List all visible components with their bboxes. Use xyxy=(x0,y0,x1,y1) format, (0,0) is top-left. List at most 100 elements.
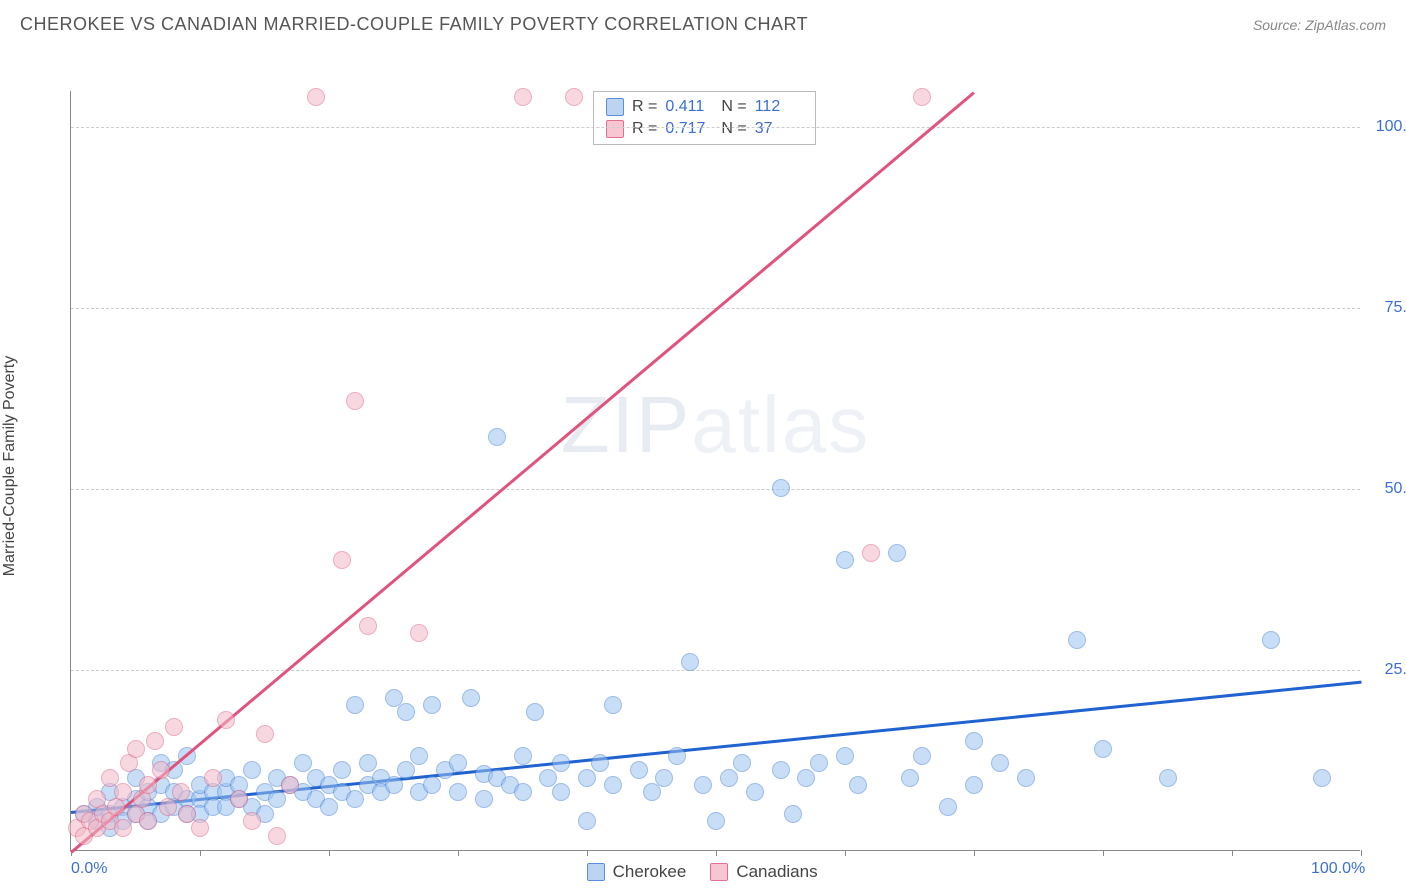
data-point-canadians xyxy=(346,392,364,410)
data-point-cherokee xyxy=(1017,769,1035,787)
data-point-cherokee xyxy=(720,769,738,787)
data-point-canadians xyxy=(139,812,157,830)
data-point-cherokee xyxy=(746,783,764,801)
data-point-cherokee xyxy=(939,798,957,816)
data-point-cherokee xyxy=(849,776,867,794)
y-tick-label: 25.0% xyxy=(1385,661,1406,679)
data-point-cherokee xyxy=(410,747,428,765)
data-point-cherokee xyxy=(552,754,570,772)
data-point-cherokee xyxy=(346,696,364,714)
correlation-legend-row: R = 0.411 N = 112 xyxy=(594,96,815,118)
data-point-canadians xyxy=(114,819,132,837)
trendline-canadians xyxy=(70,91,975,853)
legend-swatch xyxy=(710,863,728,881)
x-tick-label: 0.0% xyxy=(71,860,107,878)
legend-n-label: N = xyxy=(721,120,746,138)
data-point-cherokee xyxy=(784,805,802,823)
data-point-canadians xyxy=(165,718,183,736)
data-point-cherokee xyxy=(488,428,506,446)
data-point-cherokee xyxy=(604,776,622,794)
x-tick-mark xyxy=(845,850,846,856)
chart-title: CHEROKEE VS CANADIAN MARRIED-COUPLE FAMI… xyxy=(20,14,808,35)
legend-swatch xyxy=(606,98,624,116)
x-tick-mark xyxy=(329,850,330,856)
chart-container: Married-Couple Family Poverty ZIPatlas R… xyxy=(20,41,1386,891)
y-tick-label: 50.0% xyxy=(1385,480,1406,498)
data-point-cherokee xyxy=(668,747,686,765)
data-point-canadians xyxy=(146,732,164,750)
gridline-horizontal xyxy=(71,670,1360,671)
data-point-cherokee xyxy=(243,761,261,779)
data-point-cherokee xyxy=(733,754,751,772)
legend-swatch xyxy=(606,120,624,138)
x-tick-mark xyxy=(716,850,717,856)
gridline-horizontal xyxy=(71,489,1360,490)
data-point-canadians xyxy=(565,88,583,106)
data-point-cherokee xyxy=(294,754,312,772)
data-point-cherokee xyxy=(578,812,596,830)
legend-r-label: R = xyxy=(632,98,657,116)
data-point-cherokee xyxy=(385,689,403,707)
data-point-cherokee xyxy=(707,812,725,830)
legend-n-value: 112 xyxy=(755,98,803,116)
correlation-legend: R =0.411N =112R =0.717N =37 xyxy=(593,91,816,145)
legend-r-label: R = xyxy=(632,120,657,138)
data-point-canadians xyxy=(204,769,222,787)
data-point-cherokee xyxy=(655,769,673,787)
data-point-cherokee xyxy=(1262,631,1280,649)
gridline-horizontal xyxy=(71,127,1360,128)
data-point-canadians xyxy=(101,769,119,787)
y-tick-label: 100.0% xyxy=(1376,118,1406,136)
data-point-cherokee xyxy=(772,479,790,497)
data-point-cherokee xyxy=(1094,740,1112,758)
watermark-light: atlas xyxy=(691,380,870,469)
data-point-cherokee xyxy=(539,769,557,787)
chart-source: Source: ZipAtlas.com xyxy=(1253,17,1386,33)
data-point-canadians xyxy=(114,783,132,801)
data-point-canadians xyxy=(410,624,428,642)
x-tick-label: 100.0% xyxy=(1311,860,1365,878)
data-point-canadians xyxy=(268,827,286,845)
data-point-cherokee xyxy=(449,783,467,801)
watermark: ZIPatlas xyxy=(561,379,870,471)
data-point-canadians xyxy=(152,761,170,779)
data-point-cherokee xyxy=(320,798,338,816)
data-point-cherokee xyxy=(526,703,544,721)
data-point-cherokee xyxy=(797,769,815,787)
data-point-cherokee xyxy=(514,747,532,765)
data-point-cherokee xyxy=(1068,631,1086,649)
data-point-cherokee xyxy=(475,790,493,808)
data-point-canadians xyxy=(127,740,145,758)
data-point-cherokee xyxy=(836,747,854,765)
x-tick-mark xyxy=(974,850,975,856)
y-tick-label: 75.0% xyxy=(1385,299,1406,317)
data-point-cherokee xyxy=(423,776,441,794)
legend-r-value: 0.411 xyxy=(665,98,713,116)
data-point-cherokee xyxy=(836,551,854,569)
x-tick-mark xyxy=(1361,850,1362,856)
data-point-canadians xyxy=(281,776,299,794)
data-point-canadians xyxy=(178,805,196,823)
legend-n-label: N = xyxy=(721,98,746,116)
data-point-cherokee xyxy=(681,653,699,671)
data-point-cherokee xyxy=(514,783,532,801)
data-point-cherokee xyxy=(888,544,906,562)
data-point-cherokee xyxy=(901,769,919,787)
x-tick-mark xyxy=(1232,850,1233,856)
data-point-canadians xyxy=(172,783,190,801)
x-tick-mark xyxy=(1103,850,1104,856)
legend-n-value: 37 xyxy=(755,120,803,138)
plot-area: ZIPatlas R =0.411N =112R =0.717N =37 Che… xyxy=(70,91,1360,851)
data-point-cherokee xyxy=(578,769,596,787)
series-legend-label: Cherokee xyxy=(613,862,687,882)
data-point-cherokee xyxy=(462,689,480,707)
data-point-canadians xyxy=(243,812,261,830)
data-point-cherokee xyxy=(991,754,1009,772)
series-legend-item: Cherokee xyxy=(587,862,687,882)
x-tick-mark xyxy=(458,850,459,856)
data-point-cherokee xyxy=(604,696,622,714)
y-axis-label: Married-Couple Family Poverty xyxy=(1,356,19,577)
data-point-cherokee xyxy=(449,754,467,772)
legend-swatch xyxy=(587,863,605,881)
data-point-cherokee xyxy=(591,754,609,772)
